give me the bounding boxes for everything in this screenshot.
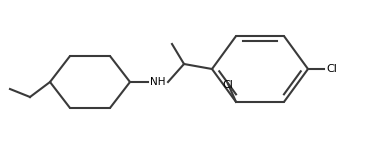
Text: Cl: Cl bbox=[326, 64, 337, 74]
Text: NH: NH bbox=[150, 77, 166, 87]
Text: Cl: Cl bbox=[223, 80, 233, 90]
